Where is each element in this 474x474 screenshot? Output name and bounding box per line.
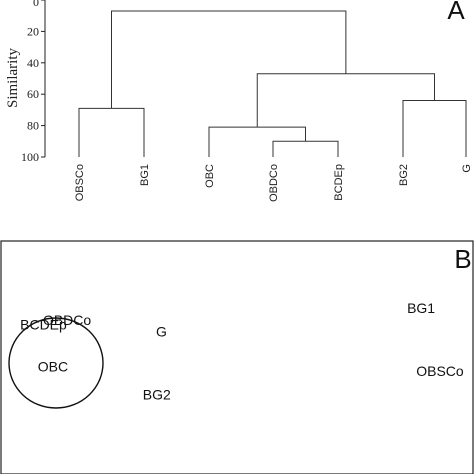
group-ellipse xyxy=(8,317,104,409)
leaf-labels: OBSCo BG1 OBC OBDCo BCDEp BG2 G xyxy=(74,164,473,202)
y-axis-ticks: 0 20 40 60 80 100 xyxy=(21,0,45,164)
dendrogram-link xyxy=(208,126,306,157)
dendrogram-link xyxy=(111,10,347,109)
y-tick-label: 60 xyxy=(27,87,39,101)
leaf-label: OBC xyxy=(204,164,216,188)
dendrogram-links xyxy=(78,10,467,157)
leaf-label: G xyxy=(461,164,473,173)
point-label: G xyxy=(156,324,167,340)
y-tick-label: 80 xyxy=(27,119,39,133)
panel-label-a: A xyxy=(447,0,465,25)
point-label: OBDCo xyxy=(43,312,91,328)
y-tick-label: 0 xyxy=(33,0,39,9)
point-label: OBC xyxy=(38,358,68,374)
y-axis-label: Similarity xyxy=(5,48,21,109)
point-label: OBSCo xyxy=(416,363,464,379)
y-tick-label: 20 xyxy=(27,24,39,38)
leaf-label: OBSCo xyxy=(74,164,86,201)
point-label: BG2 xyxy=(143,386,171,402)
panel-label-b: B xyxy=(454,244,471,274)
leaf-label: OBDCo xyxy=(268,164,280,202)
leaf-label: BCDEp xyxy=(333,164,345,201)
leaf-label: BG2 xyxy=(398,164,410,186)
y-tick-label: 40 xyxy=(27,56,39,70)
leaf-label: BG1 xyxy=(139,164,151,186)
dendrogram-link xyxy=(402,99,467,157)
dendrogram-link xyxy=(78,107,145,157)
point-label: BCDEp xyxy=(20,317,67,333)
y-tick-label: 100 xyxy=(21,150,39,164)
dendrogram-panel: Similarity A 0 20 40 60 80 100 OBSCo BG1 OBC OBD… xyxy=(5,0,473,202)
point-label: BG1 xyxy=(407,300,435,316)
dendrogram-link xyxy=(272,140,339,157)
ordination-frame xyxy=(0,240,474,474)
